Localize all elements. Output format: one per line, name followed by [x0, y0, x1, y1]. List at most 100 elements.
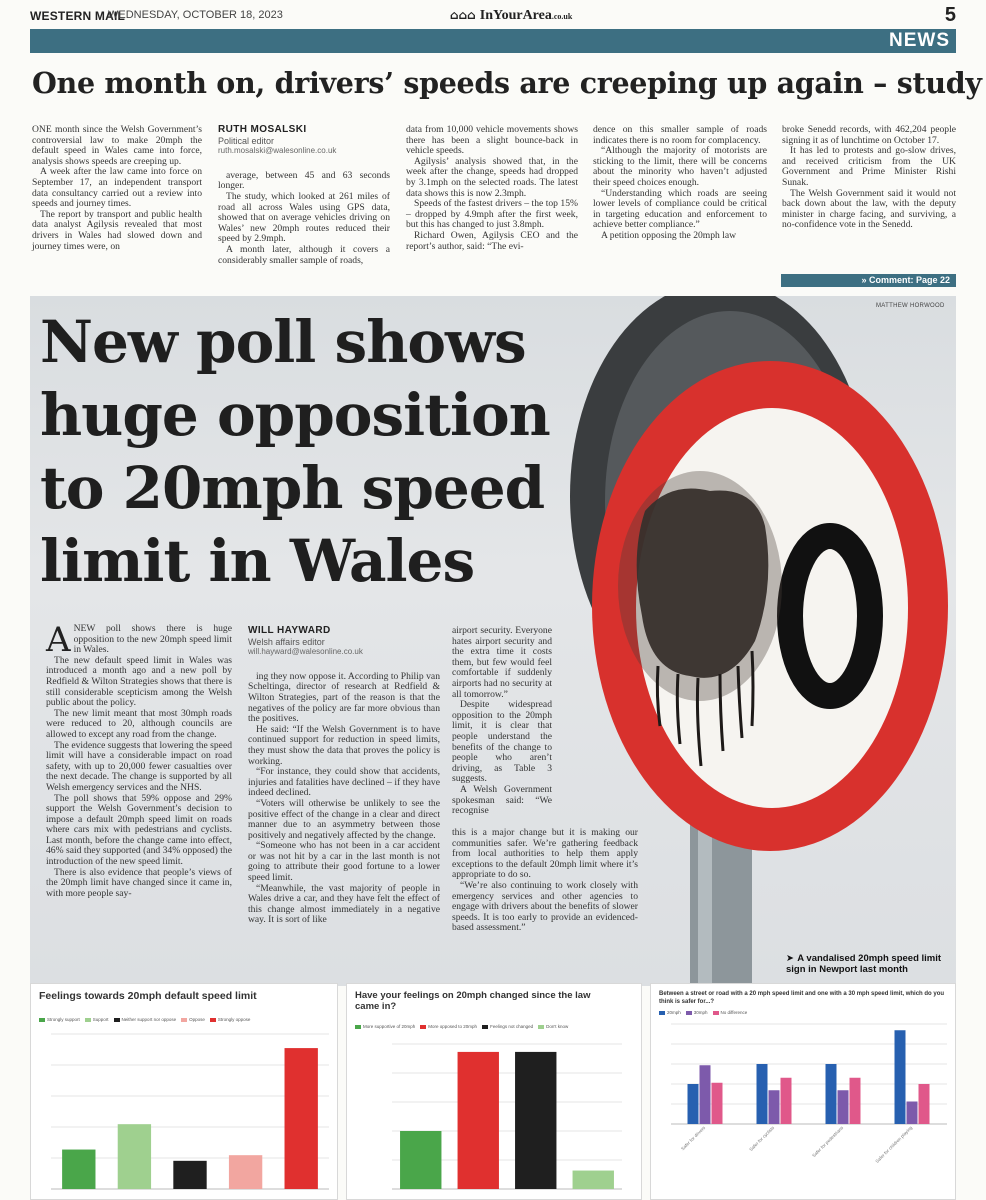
headline-line: New poll shows — [40, 308, 527, 376]
bar — [837, 1090, 849, 1124]
story2-column-3b: this is a major change but it is making … — [452, 827, 638, 934]
spray-paint-blob — [636, 488, 769, 678]
legend-item: No difference — [712, 1010, 747, 1015]
legend-swatch — [538, 1024, 545, 1029]
story1-column-1: ONE month since the Welsh Government’s c… — [32, 124, 202, 252]
speed-sign-photo — [30, 296, 956, 986]
x-tick-label: Safer for children playing — [874, 1125, 913, 1164]
paint-drip — [718, 673, 725, 752]
publication-name: WESTERN MAIL — [30, 9, 126, 23]
photo-credit: MATTHEW HORWOOD — [876, 303, 945, 309]
legend-item: More opposed to 20mph — [420, 1024, 477, 1029]
bar — [894, 1030, 906, 1124]
paragraph: “Understanding which roads are seeing lo… — [593, 187, 767, 231]
paragraph: airport security. Everyone hates airport… — [452, 625, 552, 700]
section-bar: NEWS — [30, 29, 956, 53]
legend-label: Neither support nor oppose — [121, 1017, 177, 1022]
drop-cap: A — [46, 620, 71, 660]
legend-swatch — [355, 1024, 361, 1029]
paragraph: Agilysis’ analysis showed that, in the w… — [406, 155, 578, 199]
paragraph: “Voters will otherwise be unlikely to se… — [248, 797, 440, 841]
chart-changed: Have your feelings on 20mph changed sinc… — [346, 983, 642, 1200]
headline-line: to 20mph speed — [40, 454, 545, 522]
paint-drip — [750, 650, 755, 727]
legend-item: Feelings not changed — [482, 1024, 533, 1029]
legend-label: Support — [92, 1017, 109, 1022]
legend-swatch — [712, 1010, 719, 1015]
bar — [457, 1051, 499, 1189]
legend-swatch — [482, 1024, 489, 1029]
story1-column-2: RUTH MOSALSKI Political editor ruth.mosa… — [218, 124, 390, 266]
chart-title: Have your feelings on 20mph changed sinc… — [355, 990, 591, 1012]
legend-item: Oppose — [181, 1017, 205, 1022]
legend-swatch — [209, 1017, 216, 1022]
legend-swatch — [420, 1024, 427, 1029]
paint-drip — [695, 677, 703, 767]
paragraph: There is also evidence that people’s vie… — [46, 866, 232, 899]
legend-swatch — [659, 1010, 665, 1015]
paragraph: Despite widespread opposition to the 20m… — [452, 699, 552, 785]
bar — [699, 1065, 711, 1124]
legend-label: Strongly support — [47, 1017, 80, 1022]
bar — [687, 1084, 699, 1124]
legend-item: Strongly support — [39, 1017, 80, 1022]
chart-plot — [392, 1043, 622, 1190]
paragraph: The Welsh Government said it would not b… — [782, 187, 956, 231]
x-tick-label: Safer for drivers — [680, 1125, 707, 1152]
paragraph: It has led to protests and go-slow drive… — [782, 145, 956, 188]
byline-email: will.hayward@walesonline.co.uk — [248, 647, 363, 657]
paragraph: The new default speed limit in Wales was… — [46, 654, 232, 709]
bar — [768, 1090, 780, 1124]
x-tick-label: Safer for cyclists — [748, 1125, 775, 1152]
byline-email: ruth.mosalski@walesonline.co.uk — [218, 146, 337, 156]
paragraph: “For instance, they could show that acci… — [248, 766, 440, 799]
bar — [906, 1101, 918, 1124]
paragraph: Richard Owen, Agilysis CEO and the repor… — [406, 229, 578, 252]
paragraph: A month later, although it covers a cons… — [218, 243, 390, 266]
comment-link[interactable]: » Comment: Page 22 — [781, 274, 956, 287]
headline-line: limit in Wales — [40, 527, 475, 595]
bar — [284, 1048, 318, 1189]
paragraph: broke Senedd records, with 462,204 peopl… — [782, 124, 956, 146]
legend-item: 20mph — [659, 1010, 681, 1015]
bar — [400, 1131, 442, 1189]
speed-sign-illustration — [570, 296, 948, 986]
masthead: WESTERN MAIL WEDNESDAY, OCTOBER 18, 2023… — [30, 4, 956, 28]
legend-label: 30mph — [693, 1010, 708, 1015]
bar — [780, 1077, 792, 1124]
photo-caption: ➤ A vandalised 20mph speed limit sign in… — [786, 953, 954, 975]
lead-text: NEW poll shows there is huge opposition … — [73, 623, 232, 656]
chart-legend: Strongly support Support Neither support n… — [39, 1017, 250, 1022]
paragraph: He said: “If the Welsh Government is to … — [248, 723, 440, 767]
paragraph: this is a major change but it is making … — [452, 827, 638, 881]
bar — [711, 1082, 723, 1124]
chart-legend: 20mph 30mph No difference — [659, 1010, 747, 1015]
headline-line: huge opposition — [40, 381, 551, 449]
caption-arrow-icon: ➤ — [786, 953, 798, 964]
paragraph: The poll shows that 59% oppose and 29% s… — [46, 792, 232, 868]
byline-role: Welsh affairs editor — [248, 636, 325, 647]
legend-swatch — [181, 1017, 188, 1022]
chart-feelings: Feelings towards 20mph default speed lim… — [30, 983, 338, 1200]
paint-drip — [675, 673, 682, 745]
brand-name: InYourArea — [479, 8, 552, 23]
publication-date: WEDNESDAY, OCTOBER 18, 2023 — [108, 9, 283, 21]
paragraph: Speeds of the fastest drivers – the top … — [406, 198, 578, 231]
legend-swatch — [685, 1010, 692, 1015]
legend-swatch — [113, 1017, 120, 1022]
paragraph: “We’re also continuing to work closely w… — [452, 879, 638, 934]
bar — [515, 1051, 557, 1189]
houses-icon: ⌂⌂⌂ — [450, 8, 476, 22]
paragraph: A petition opposing the 20mph law — [601, 229, 737, 241]
bar — [228, 1155, 263, 1189]
story2-headline: New poll shows huge opposition to 20mph … — [40, 306, 600, 598]
legend-swatch — [84, 1017, 91, 1022]
sign-zero-digit — [777, 523, 883, 709]
bar — [572, 1170, 614, 1189]
paragraph: “Meanwhile, the vast majority of people … — [248, 882, 440, 926]
paragraph: A Welsh Government spokesman said: “We r… — [452, 783, 552, 817]
chart-plot: Safer for drivers Safer for cyclists Safer… — [671, 1023, 947, 1164]
story1-column-5: broke Senedd records, with 462,204 peopl… — [782, 124, 956, 231]
paint-drip — [655, 665, 662, 727]
byline-name: RUTH MOSALSKI — [218, 124, 307, 135]
